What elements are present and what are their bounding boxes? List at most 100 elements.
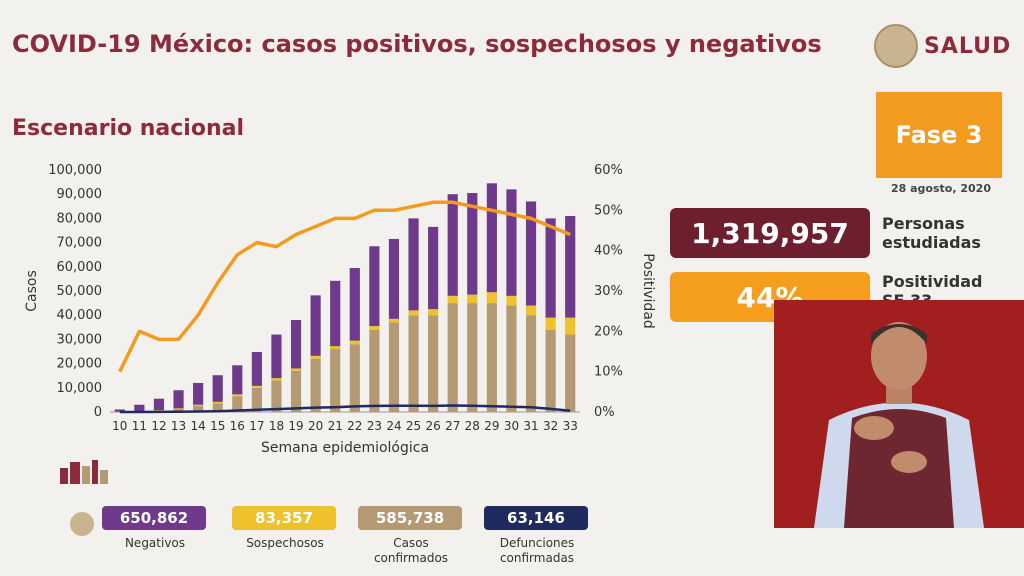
y2-tick-label: 40% [594, 244, 623, 259]
x-tick-label: 23 [367, 419, 382, 433]
bar-casos-confirmados [467, 303, 478, 412]
bar-casos-confirmados [486, 303, 497, 412]
sospechosos-value: 83,357 [232, 506, 336, 530]
personas-label: Personas estudiadas [882, 214, 981, 252]
bar-negativos [408, 218, 419, 311]
x-tick-label: 20 [308, 419, 323, 433]
bar-negativos [349, 268, 360, 341]
x-tick-label: 15 [210, 419, 225, 433]
bar-sospechosos [173, 408, 184, 410]
bar-sospechosos [212, 401, 223, 404]
y-tick-label: 20,000 [57, 357, 103, 372]
y2-tick-label: 0% [594, 405, 615, 420]
x-tick-label: 16 [230, 419, 245, 433]
y2-axis-title: Positividad [640, 253, 656, 329]
y-tick-label: 90,000 [57, 187, 103, 202]
bar-casos-confirmados [330, 349, 341, 412]
sospechosos-label-line-1: Sospechosos [246, 536, 324, 550]
x-tick-label: 22 [347, 419, 362, 433]
report-date: 28 agosto, 2020 [891, 182, 991, 195]
x-tick-label: 18 [269, 419, 284, 433]
confirmados-label: Casos confirmados [346, 536, 476, 566]
page-title: COVID-19 México: casos positivos, sospec… [12, 30, 822, 58]
bar-sospechosos [486, 292, 497, 304]
bar-sospechosos [428, 309, 439, 316]
bar-sospechosos [193, 404, 204, 406]
x-tick-label: 24 [386, 419, 401, 433]
defunciones-value: 63,146 [484, 506, 588, 530]
bar-negativos [486, 183, 497, 293]
y-tick-label: 80,000 [57, 211, 103, 226]
bar-negativos [525, 201, 537, 306]
x-tick-label: 26 [425, 419, 440, 433]
bar-negativos [565, 215, 576, 318]
bar-sospechosos [232, 394, 243, 397]
bar-sospechosos [271, 378, 282, 381]
bar-casos-confirmados [447, 303, 458, 412]
y-tick-label: 0 [94, 405, 102, 420]
bar-negativos [330, 280, 341, 347]
x-tick-label: 31 [523, 419, 538, 433]
bar-negativos [251, 351, 262, 386]
bar-negativos [506, 189, 517, 296]
line-defunciones-confirmadas [119, 404, 571, 414]
y-axis-title: Casos [24, 270, 40, 312]
bar-casos-confirmados [565, 334, 576, 412]
bar-sospechosos [467, 294, 478, 304]
brand-name: SALUD [924, 33, 1012, 59]
x-tick-label: 10 [112, 419, 127, 433]
bar-casos-confirmados [271, 380, 282, 412]
fase-badge: Fase 3 [876, 92, 1002, 178]
x-tick-label: 30 [504, 419, 519, 433]
confirmados-value: 585,738 [358, 506, 462, 530]
personas-label-line-1: Personas [882, 214, 965, 233]
bar-casos-confirmados [290, 370, 302, 412]
y-tick-label: 50,000 [57, 284, 103, 299]
x-tick-label: 27 [445, 419, 460, 433]
y-tick-label: 40,000 [57, 308, 103, 323]
negativos-label: Negativos [90, 536, 220, 551]
negativos-label-line-1: Negativos [124, 536, 186, 550]
bar-negativos [388, 238, 400, 319]
personas-value: 1,319,957 [670, 208, 870, 258]
bar-casos-confirmados [388, 322, 400, 412]
city-skyline-icon [60, 460, 108, 484]
bar-casos-confirmados [349, 344, 360, 412]
x-tick-label: 28 [465, 419, 480, 433]
x-tick-label: 25 [406, 419, 421, 433]
confirmados-label-line-1: Casos [393, 536, 429, 550]
defunciones-label-line-2: confirmadas [499, 551, 575, 565]
line-positividad [118, 200, 571, 373]
small-seal-icon [70, 512, 94, 536]
confirmados-label-line-2: confirmados [373, 551, 449, 565]
bar-sospechosos [388, 318, 400, 323]
x-tick-label: 32 [543, 419, 558, 433]
salud-logo: SALUD [874, 24, 1011, 68]
x-tick-label: 13 [171, 419, 186, 433]
bar-negativos [193, 382, 204, 405]
defunciones-label: Defunciones confirmadas [472, 536, 602, 566]
bar-negativos [428, 226, 439, 310]
personas-label-line-2: estudiadas [882, 233, 981, 252]
cases-chart: 0 10,000 20,000 30,000 40,000 50,000 60,000 70,… [24, 163, 656, 456]
bar-negativos [467, 192, 478, 295]
x-tick-label: 33 [563, 419, 578, 433]
bar-casos-confirmados [525, 315, 537, 412]
bar-sospechosos [251, 385, 262, 388]
x-tick-label: 12 [151, 419, 166, 433]
bar-negativos [290, 320, 302, 369]
bar-negativos [114, 409, 125, 412]
bar-sospechosos [525, 305, 537, 316]
bar-sospechosos [506, 295, 517, 306]
bar-negativos [545, 218, 556, 318]
bar-negativos [310, 295, 321, 356]
bar-sospechosos [330, 346, 341, 350]
y2-tick-label: 60% [594, 163, 623, 178]
bar-negativos [369, 246, 380, 327]
x-tick-label: 17 [249, 419, 264, 433]
x-axis-title: Semana epidemiológica [261, 440, 429, 456]
sign-language-interpreter-video [774, 300, 1024, 528]
bar-casos-confirmados [428, 315, 439, 412]
bar-casos-confirmados [232, 396, 243, 412]
y-tick-label: 10,000 [57, 381, 103, 396]
